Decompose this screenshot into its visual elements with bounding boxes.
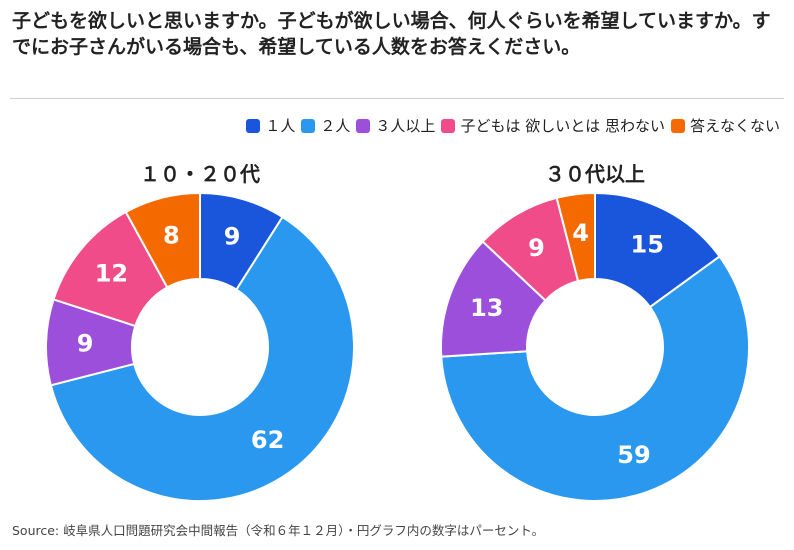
legend-label-no-children: 子どもは 欲しいとは 思わない xyxy=(460,117,665,135)
legend-label-three-plus: ３人以上 xyxy=(375,117,436,135)
donut-30s-plus-label-three-plus: 13 xyxy=(470,294,503,322)
legend-swatch-three-plus xyxy=(356,118,371,133)
title-divider xyxy=(10,98,784,99)
legend-swatch-two xyxy=(301,118,316,133)
legend: １人 ２人 ３人以上 子どもは 欲しいとは 思わない 答えなくない xyxy=(240,115,780,136)
legend-label-two: ２人 xyxy=(320,117,351,135)
legend-item-no-answer[interactable]: 答えなくない xyxy=(670,115,780,136)
donut-10s-20s-label-two: 62 xyxy=(251,426,284,454)
donut-10s-20s-label-no-answer: 8 xyxy=(163,222,180,250)
donut-30s-plus-label-no-children: 9 xyxy=(528,234,545,262)
legend-item-three-plus[interactable]: ３人以上 xyxy=(356,115,435,136)
donut-chart-30s-plus: 15 59 13 94 xyxy=(440,191,750,502)
legend-swatch-no-children xyxy=(441,118,456,133)
donut-title-30s-plus: ３０代以上 xyxy=(545,162,645,186)
donut-30s-plus-slice-two[interactable] xyxy=(440,255,750,502)
donut-10s-20s-slice-no-answer[interactable] xyxy=(124,191,201,289)
donut-10s-20s-slice-two[interactable] xyxy=(49,215,355,502)
legend-label-one: １人 xyxy=(265,117,296,135)
source-note: Source: 岐阜県人口問題研究会中間報告（令和６年１２月）・円グラフ内の数字… xyxy=(12,523,545,538)
legend-item-one[interactable]: １人 xyxy=(246,115,295,136)
donut-30s-plus-label-no-answer: 4 xyxy=(572,219,589,247)
donut-10s-20s-label-three-plus: 9 xyxy=(77,329,94,357)
donut-10s-20s-label-no-children: 12 xyxy=(95,260,128,288)
legend-swatch-no-answer xyxy=(670,118,685,133)
donut-title-10s-20s: １０・２０代 xyxy=(140,162,260,186)
legend-label-no-answer: 答えなくない xyxy=(689,117,780,135)
legend-swatch-one xyxy=(246,118,261,133)
chart-title: 子どもを欲しいと思いますか。子どもが欲しい場合、何人ぐらいを希望していますか。す… xyxy=(12,10,771,58)
donut-30s-plus-label-two: 59 xyxy=(617,441,650,469)
donut-chart-10s-20s: 9 62 9 12 8 xyxy=(45,191,355,502)
donut-30s-plus-slice-no-answer[interactable] xyxy=(555,191,596,283)
legend-item-no-children[interactable]: 子どもは 欲しいとは 思わない xyxy=(441,115,665,136)
donut-10s-20s-label-one: 9 xyxy=(224,223,241,251)
donut-30s-plus-label-one: 15 xyxy=(631,231,664,259)
legend-item-two[interactable]: ２人 xyxy=(301,115,350,136)
